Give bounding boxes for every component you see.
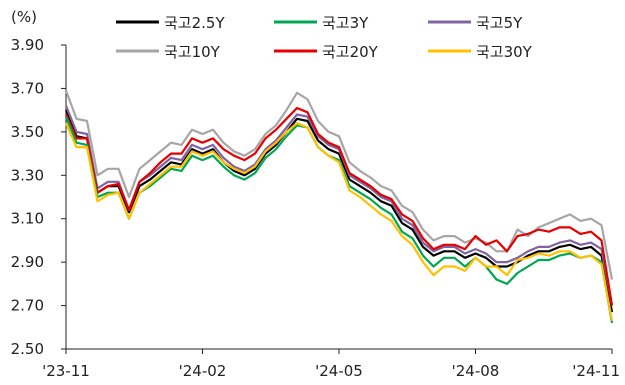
y-tick-label: 2.90 [11,253,44,271]
legend-label-4: 국고20Y [322,43,379,61]
legend-label-3: 국고10Y [164,43,221,61]
y-axis-ticks: 3.90 3.70 3.50 3.30 3.10 2.90 2.70 2.50 [11,36,66,358]
legend-label-2: 국고5Y [476,14,523,32]
x-tick-label: '24-05 [315,362,363,380]
x-axis-ticks: '23-11 '24-02 '24-05 '24-08 '24-11 [42,349,620,380]
series-line-1 [64,116,614,324]
x-tick-label: '23-11 [42,362,90,380]
legend-label-5: 국고30Y [476,43,533,61]
legend: 국고2.5Y 국고3Y 국고5Y 국고10Y 국고20Y 국고30Y [116,14,533,61]
y-tick-label: 2.50 [11,340,44,358]
y-tick-label: 3.10 [11,210,44,228]
y-tick-label: 3.70 [11,79,44,97]
x-tick-label: '24-08 [452,362,500,380]
series-line-4 [64,106,614,306]
series-line-0 [64,109,614,313]
x-tick-label: '24-11 [572,362,620,380]
legend-label-0: 국고2.5Y [164,14,225,32]
y-tick-label: 3.90 [11,36,44,54]
series-lines [64,90,614,324]
y-tick-label: 2.70 [11,297,44,315]
y-tick-label: 3.50 [11,123,44,141]
y-tick-label: 3.30 [11,166,44,184]
series-line-3 [64,90,614,280]
legend-label-1: 국고3Y [322,14,369,32]
series-line-5 [64,122,614,322]
y-axis-unit-label: (%) [11,8,37,26]
x-tick-label: '24-02 [179,362,227,380]
